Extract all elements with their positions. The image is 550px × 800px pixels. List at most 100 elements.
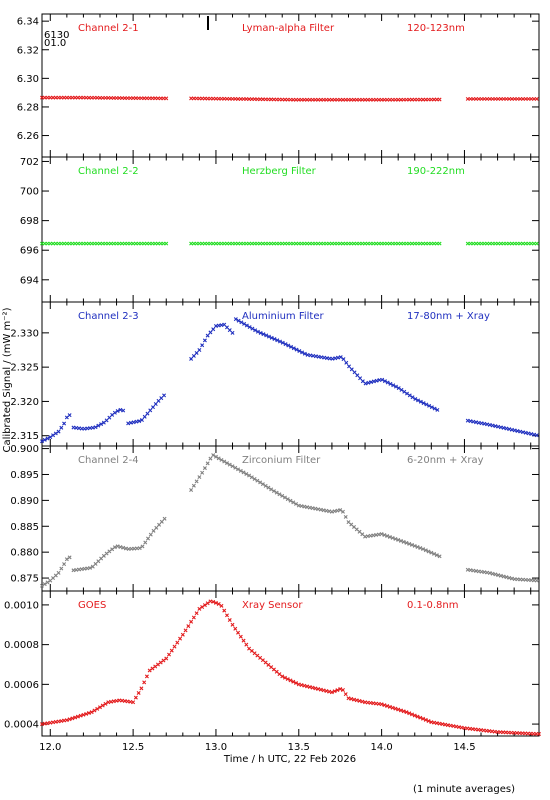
data-point xyxy=(490,423,495,428)
data-point xyxy=(333,356,338,361)
data-point xyxy=(222,608,227,613)
data-point xyxy=(121,408,126,413)
data-point xyxy=(211,599,216,604)
data-point xyxy=(200,343,205,348)
data-point xyxy=(437,721,442,726)
data-point xyxy=(534,578,539,583)
y-tick-label: 2.325 xyxy=(10,363,39,374)
data-point xyxy=(288,498,293,503)
data-point xyxy=(432,406,437,411)
data-point xyxy=(53,431,58,436)
data-point xyxy=(321,688,326,693)
x-tick-label: 12.5 xyxy=(122,742,144,753)
panel-frame xyxy=(41,13,540,158)
data-point xyxy=(178,636,183,641)
data-point xyxy=(310,506,315,511)
data-point xyxy=(238,468,243,473)
data-point xyxy=(137,419,142,424)
data-point xyxy=(437,241,442,246)
y-tick-label: 702 xyxy=(20,157,39,168)
series-segment-2 xyxy=(189,96,442,102)
data-point xyxy=(421,716,426,721)
data-point xyxy=(487,571,492,576)
data-point xyxy=(86,711,91,716)
data-point xyxy=(294,347,299,352)
data-point xyxy=(496,424,501,429)
y-tick-label: 6.28 xyxy=(17,102,39,113)
data-point xyxy=(148,408,153,413)
data-point xyxy=(123,546,128,551)
data-point xyxy=(264,333,269,338)
data-point xyxy=(504,575,509,580)
data-point xyxy=(534,241,539,246)
data-point xyxy=(67,555,72,560)
data-point xyxy=(48,578,53,583)
data-point xyxy=(233,626,238,631)
data-point xyxy=(297,348,302,353)
data-point xyxy=(112,410,117,415)
data-point xyxy=(319,355,324,360)
data-point xyxy=(272,337,277,342)
data-point xyxy=(225,461,229,466)
data-point xyxy=(393,384,398,389)
data-point xyxy=(211,453,216,458)
data-point xyxy=(322,355,327,360)
y-tick-label: 2.320 xyxy=(10,397,39,408)
data-point xyxy=(285,677,290,682)
data-point xyxy=(518,429,523,434)
data-point xyxy=(67,413,72,418)
data-point xyxy=(128,420,133,425)
series xyxy=(40,95,539,102)
data-point xyxy=(363,381,368,386)
data-point xyxy=(421,401,426,406)
data-point xyxy=(269,335,274,340)
data-point xyxy=(286,343,291,348)
data-point xyxy=(434,553,439,558)
y-tick-label: 0.0008 xyxy=(4,640,39,651)
data-point xyxy=(358,376,363,381)
data-point xyxy=(48,720,53,725)
data-point xyxy=(75,714,80,719)
data-point xyxy=(479,421,484,426)
data-point xyxy=(485,570,490,575)
data-point xyxy=(118,407,123,412)
series-segment-2 xyxy=(71,516,167,573)
data-point xyxy=(534,433,539,438)
data-point xyxy=(371,379,376,384)
panel-label-2: Zirconium Filter xyxy=(242,455,321,466)
data-point xyxy=(507,427,512,432)
y-tick-label: 0.0006 xyxy=(4,680,39,691)
data-point xyxy=(388,381,393,386)
data-point xyxy=(410,395,415,400)
data-point xyxy=(194,479,199,484)
data-point xyxy=(418,715,423,720)
data-point xyxy=(230,330,235,335)
data-point xyxy=(280,674,285,679)
data-point xyxy=(64,718,69,723)
data-point xyxy=(169,648,174,653)
data-point xyxy=(410,542,414,547)
data-point xyxy=(164,241,169,246)
panel-3: 2.315 2.320 2.325 2.330 Channel 2-3 Aluminium… xyxy=(10,301,540,447)
data-point xyxy=(136,690,141,695)
data-point xyxy=(213,454,218,459)
data-point xyxy=(509,576,514,581)
data-point xyxy=(56,570,61,575)
data-point xyxy=(107,415,112,420)
y-tick-label: 0.885 xyxy=(10,522,39,533)
data-point xyxy=(344,360,349,365)
data-point xyxy=(197,475,202,480)
data-point xyxy=(45,580,50,585)
data-point xyxy=(266,334,271,339)
data-point xyxy=(305,505,310,510)
data-point xyxy=(244,471,249,476)
data-point xyxy=(498,425,503,430)
data-point xyxy=(252,476,257,481)
data-point xyxy=(354,698,359,703)
y-tick-label: 694 xyxy=(20,275,39,286)
data-point xyxy=(103,701,108,706)
data-point xyxy=(302,504,307,509)
data-point xyxy=(360,699,365,704)
data-point xyxy=(299,683,304,688)
